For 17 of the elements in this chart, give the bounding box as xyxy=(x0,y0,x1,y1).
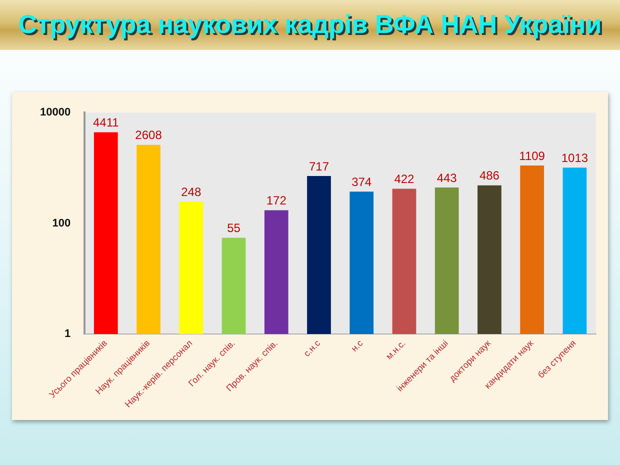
x-tick-label: н.с xyxy=(349,338,366,354)
data-label: 443 xyxy=(436,170,458,185)
data-label: 374 xyxy=(352,174,372,189)
y-tick-label: 100 xyxy=(52,217,71,230)
data-label: 248 xyxy=(181,184,202,199)
data-label: 2608 xyxy=(135,128,162,142)
chart-title: Структура наукових кадрів ВФА НАН України xyxy=(17,9,603,40)
data-label: 486 xyxy=(479,168,500,183)
data-label: 717 xyxy=(308,159,330,174)
data-label: 4411 xyxy=(92,116,120,130)
y-tick-label: 10000 xyxy=(40,106,71,119)
data-label: 55 xyxy=(227,221,241,236)
data-label: 172 xyxy=(266,194,287,208)
data-label: 1013 xyxy=(561,150,588,165)
data-label: 1109 xyxy=(519,148,546,163)
y-tick-label: 1 xyxy=(64,328,71,340)
data-label: 422 xyxy=(394,172,415,186)
